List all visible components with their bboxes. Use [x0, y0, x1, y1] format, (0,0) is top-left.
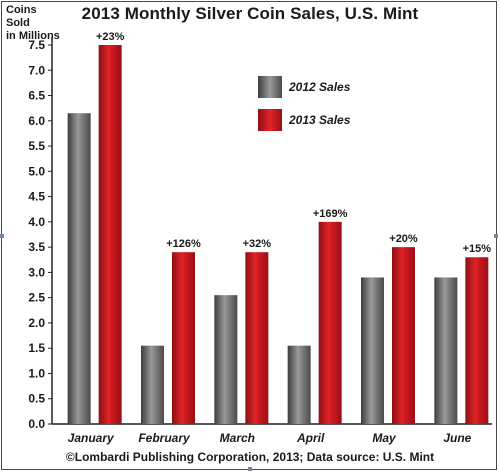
- x-tick-label: February: [138, 431, 191, 445]
- y-axis-label-line-2: in Millions: [6, 30, 60, 42]
- legend-label-2012: 2012 Sales: [289, 80, 351, 94]
- bar-2013: [98, 45, 122, 424]
- change-annotation: +20%: [389, 233, 418, 245]
- change-annotation: +169%: [313, 208, 348, 220]
- x-tick-label: March: [220, 431, 255, 445]
- legend-swatch-2012: [258, 76, 282, 98]
- resize-handle-bottom[interactable]: [248, 467, 252, 471]
- legend-label-2013: 2013 Sales: [289, 113, 351, 127]
- y-axis-label: Coins Sold in Millions: [6, 4, 62, 43]
- y-tick-label: 2.5: [28, 291, 45, 305]
- resize-handle-left[interactable]: [0, 234, 4, 238]
- bar-2013: [172, 252, 195, 424]
- change-annotation: +126%: [166, 238, 201, 250]
- y-tick-label: 5.5: [28, 139, 45, 153]
- y-tick-label: 3.5: [28, 240, 45, 254]
- y-tick-label: 2.0: [28, 316, 45, 330]
- legend-swatch-2013: [258, 109, 282, 131]
- x-tick-label: May: [372, 431, 397, 445]
- bar-2013: [392, 247, 415, 424]
- bar-2012: [67, 113, 91, 424]
- change-annotation: +15%: [463, 243, 492, 255]
- bars: [67, 45, 489, 424]
- y-tick-label: 4.0: [28, 215, 45, 229]
- y-tick-label: 6.5: [28, 89, 45, 103]
- x-tick-label: June: [443, 431, 471, 445]
- bar-2012: [361, 277, 384, 424]
- bar-2013: [465, 257, 489, 424]
- y-tick-label: 7.0: [28, 63, 45, 77]
- chart-title: 2013 Monthly Silver Coin Sales, U.S. Min…: [81, 4, 419, 23]
- bar-2013: [318, 221, 342, 424]
- labels: 0.0 0.5 1.0 1.5 2.0 2.5 3.0 3.5 4.0 4.5 5.0 5.5 6.0 6…: [28, 31, 491, 445]
- y-tick-label: 1.5: [28, 341, 45, 355]
- x-tick-label: April: [296, 431, 325, 445]
- y-tick-label: 6.0: [28, 114, 45, 128]
- change-annotation: +32%: [243, 238, 272, 250]
- y-tick-label: 4.5: [28, 190, 45, 204]
- bar-2012: [434, 277, 458, 424]
- y-tick-label: 1.0: [28, 366, 45, 380]
- change-annotation: +23%: [96, 31, 125, 43]
- axes: [48, 37, 492, 425]
- y-tick-label: 7.5: [28, 38, 45, 52]
- bar-2012: [287, 345, 311, 424]
- resize-handle-right[interactable]: [494, 234, 498, 238]
- bar-2013: [245, 252, 269, 424]
- y-tick-label: 0.0: [28, 417, 45, 431]
- bar-2012: [141, 345, 164, 424]
- x-tick-label: January: [68, 431, 115, 445]
- source-note: ©Lombardi Publishing Corporation, 2013; …: [65, 450, 435, 464]
- y-axis-label-line-1: Coins Sold: [6, 4, 37, 29]
- y-tick-label: 0.5: [28, 392, 45, 406]
- y-tick-label: 3.0: [28, 265, 45, 279]
- bar-2012: [214, 295, 238, 424]
- y-tick-label: 5.0: [28, 164, 45, 178]
